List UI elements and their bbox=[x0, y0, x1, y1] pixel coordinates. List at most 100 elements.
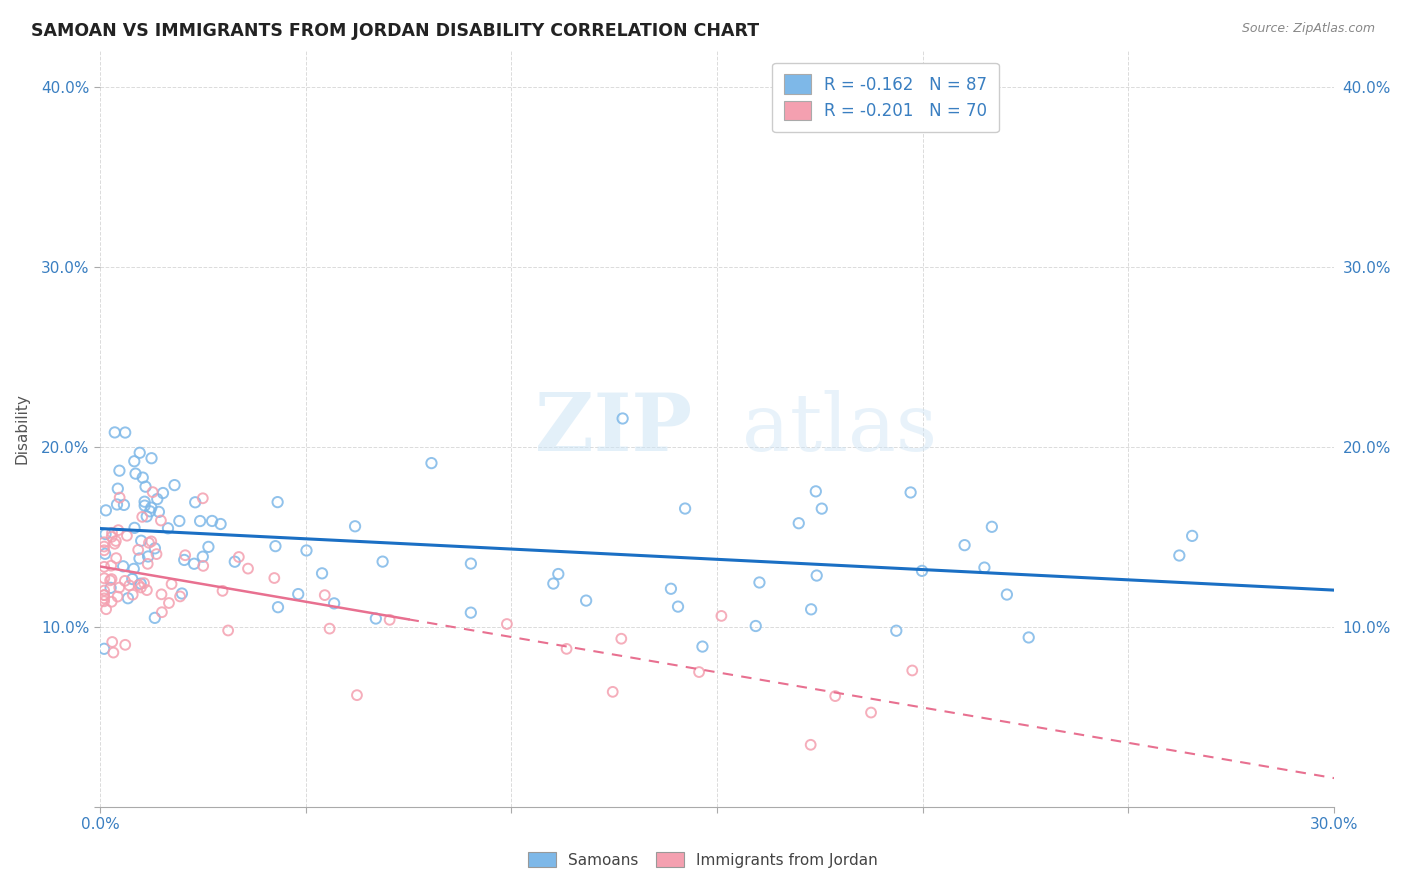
Point bbox=[104, 537, 127, 551]
Point bbox=[93, 540, 115, 554]
Point bbox=[346, 688, 368, 702]
Text: Source: ZipAtlas.com: Source: ZipAtlas.com bbox=[1241, 22, 1375, 36]
Point bbox=[191, 491, 214, 506]
Point bbox=[112, 498, 135, 512]
Point bbox=[135, 583, 157, 598]
Point bbox=[804, 484, 827, 499]
Point bbox=[100, 530, 122, 544]
Point bbox=[128, 578, 150, 592]
Point bbox=[547, 567, 569, 582]
Point bbox=[666, 599, 689, 614]
Point bbox=[612, 411, 634, 425]
Point bbox=[211, 583, 233, 598]
Point bbox=[124, 521, 146, 535]
Point bbox=[1168, 549, 1191, 563]
Point bbox=[152, 486, 174, 500]
Point bbox=[800, 738, 823, 752]
Point bbox=[228, 549, 250, 564]
Point bbox=[100, 572, 122, 586]
Point bbox=[1181, 529, 1204, 543]
Point bbox=[136, 549, 159, 564]
Point bbox=[121, 572, 143, 586]
Point bbox=[100, 581, 122, 595]
Point bbox=[169, 590, 191, 604]
Point bbox=[824, 689, 846, 703]
Point bbox=[101, 525, 124, 540]
Point bbox=[575, 593, 598, 607]
Point bbox=[115, 529, 138, 543]
Point bbox=[131, 509, 153, 524]
Point bbox=[378, 613, 401, 627]
Point bbox=[543, 576, 565, 591]
Point bbox=[93, 583, 115, 598]
Point bbox=[93, 543, 115, 558]
Point bbox=[143, 611, 166, 625]
Point bbox=[93, 559, 115, 574]
Point bbox=[659, 582, 682, 596]
Point bbox=[104, 533, 127, 548]
Point bbox=[787, 516, 810, 531]
Point bbox=[143, 541, 166, 556]
Point bbox=[100, 595, 122, 609]
Point bbox=[107, 523, 129, 537]
Point bbox=[117, 591, 139, 606]
Point bbox=[193, 558, 215, 573]
Point bbox=[184, 495, 207, 509]
Point bbox=[135, 509, 157, 524]
Text: SAMOAN VS IMMIGRANTS FROM JORDAN DISABILITY CORRELATION CHART: SAMOAN VS IMMIGRANTS FROM JORDAN DISABIL… bbox=[31, 22, 759, 40]
Point bbox=[163, 478, 186, 492]
Point bbox=[93, 594, 115, 608]
Point bbox=[344, 519, 367, 533]
Point bbox=[188, 514, 211, 528]
Legend: Samoans, Immigrants from Jordan: Samoans, Immigrants from Jordan bbox=[520, 844, 886, 875]
Point bbox=[174, 548, 197, 562]
Point bbox=[156, 521, 179, 535]
Point bbox=[266, 495, 288, 509]
Point bbox=[138, 535, 160, 549]
Point bbox=[93, 588, 115, 602]
Point bbox=[201, 514, 224, 528]
Point bbox=[135, 480, 157, 494]
Point bbox=[170, 586, 193, 600]
Point bbox=[420, 456, 443, 470]
Point bbox=[94, 503, 117, 517]
Legend: R = -0.162   N = 87, R = -0.201   N = 70: R = -0.162 N = 87, R = -0.201 N = 70 bbox=[772, 62, 998, 132]
Point bbox=[900, 485, 922, 500]
Point bbox=[149, 514, 172, 528]
Point bbox=[129, 576, 152, 591]
Point bbox=[496, 617, 519, 632]
Text: ZIP: ZIP bbox=[536, 390, 692, 467]
Point bbox=[94, 547, 117, 561]
Point bbox=[973, 560, 995, 574]
Point bbox=[108, 581, 131, 595]
Point bbox=[148, 505, 170, 519]
Point bbox=[127, 542, 149, 557]
Point bbox=[124, 467, 146, 481]
Point bbox=[98, 574, 121, 588]
Point bbox=[169, 514, 191, 528]
Point bbox=[142, 485, 165, 500]
Point bbox=[295, 543, 318, 558]
Point bbox=[146, 492, 169, 507]
Point bbox=[141, 534, 163, 549]
Point bbox=[314, 588, 336, 602]
Point bbox=[173, 553, 195, 567]
Point bbox=[129, 533, 152, 548]
Point bbox=[132, 470, 155, 484]
Point bbox=[287, 587, 309, 601]
Point bbox=[129, 581, 152, 595]
Point bbox=[132, 576, 155, 591]
Text: atlas: atlas bbox=[742, 390, 936, 467]
Point bbox=[673, 501, 696, 516]
Point bbox=[267, 600, 290, 615]
Point bbox=[122, 562, 145, 576]
Point bbox=[114, 574, 136, 588]
Point bbox=[93, 641, 115, 656]
Point bbox=[141, 500, 163, 515]
Point bbox=[371, 555, 394, 569]
Point bbox=[134, 499, 156, 513]
Point bbox=[100, 558, 122, 573]
Point bbox=[980, 520, 1002, 534]
Point bbox=[610, 632, 633, 646]
Y-axis label: Disability: Disability bbox=[15, 393, 30, 464]
